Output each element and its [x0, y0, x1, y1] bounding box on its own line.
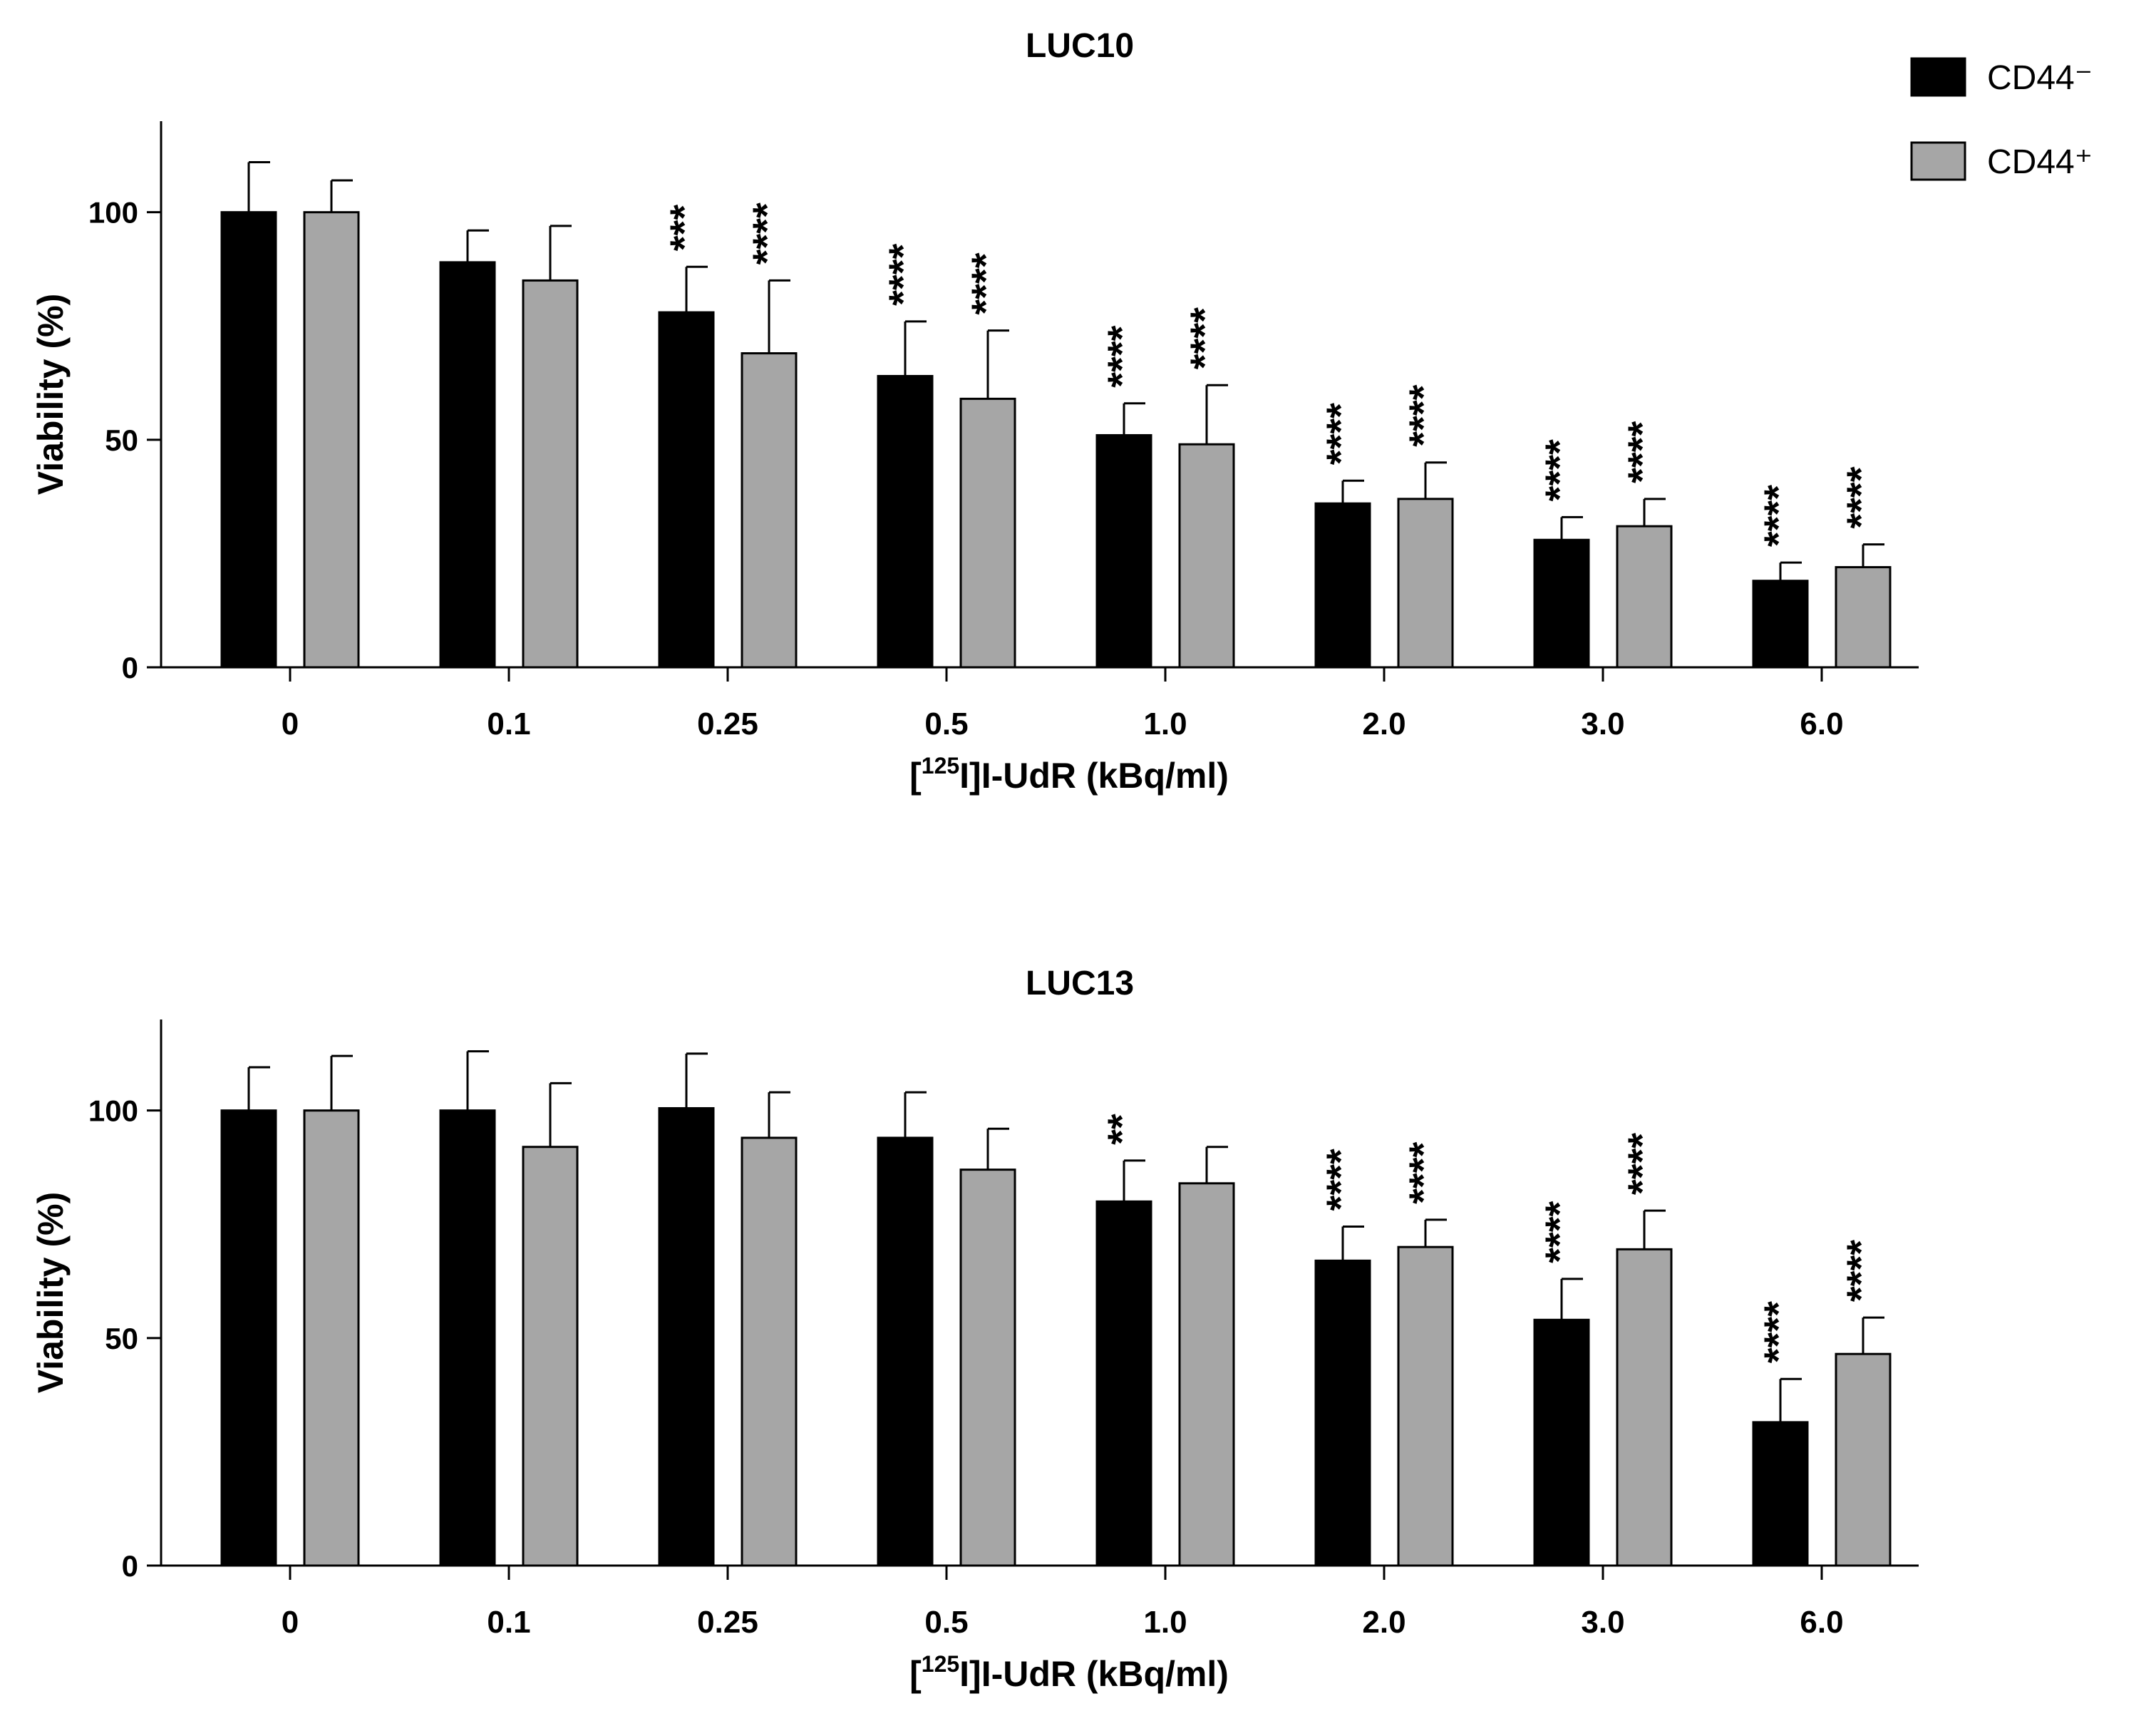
x-axis-title: [125I]I-UdR (kBq/ml): [909, 1651, 1229, 1694]
bar: [959, 1168, 1016, 1567]
bar: [220, 1109, 277, 1567]
legend-swatch: [1910, 141, 1966, 181]
x-tick-label: 0: [282, 707, 299, 741]
significance-label: **: [1099, 1114, 1144, 1145]
significance-label: ****: [1318, 1149, 1363, 1211]
x-tick-label: 2.0: [1362, 707, 1405, 741]
y-axis-title: Viability (%): [31, 294, 71, 495]
bar: [522, 1146, 579, 1567]
bar: [1314, 1259, 1371, 1567]
x-tick-label: 0.25: [697, 707, 758, 741]
bar: [658, 1106, 715, 1567]
bar: [959, 397, 1016, 669]
significance-label: ****: [1755, 1301, 1800, 1363]
significance-label: ****: [880, 243, 925, 305]
significance-label: ****: [1537, 439, 1582, 501]
x-axis-title-suffix: I]I-UdR (kBq/ml): [959, 1654, 1229, 1694]
bar: [1533, 1318, 1590, 1567]
x-axis-title-prefix: [: [909, 1654, 922, 1694]
x-tick-label: 0.1: [487, 1605, 530, 1640]
bar: [1835, 566, 1892, 669]
significance-label: ****: [1619, 421, 1664, 483]
bar: [1397, 1245, 1454, 1567]
bar: [658, 311, 715, 669]
bar: [220, 211, 277, 669]
x-tick-label: 0.1: [487, 707, 530, 741]
significance-label: ****: [1099, 325, 1144, 387]
chart-title: LUC10: [1026, 27, 1134, 65]
y-tick-label: 0: [122, 651, 138, 684]
x-tick-label: 6.0: [1800, 707, 1843, 741]
significance-label: ****: [963, 252, 1008, 314]
bar: [1095, 433, 1152, 669]
x-tick-label: 3.0: [1581, 1605, 1624, 1640]
significance-label: ****: [1401, 1141, 1445, 1203]
bar: [1178, 1182, 1235, 1567]
bar: [1835, 1352, 1892, 1567]
x-tick-label: 2.0: [1362, 1605, 1405, 1640]
legend-swatch: [1910, 57, 1966, 97]
bar: [1533, 538, 1590, 669]
x-axis-title-prefix: [: [909, 756, 922, 796]
y-tick-label: 100: [88, 196, 138, 230]
x-axis-title: [125I]I-UdR (kBq/ml): [909, 753, 1229, 796]
significance-label: ****: [1182, 307, 1227, 369]
y-axis-title: Viability (%): [31, 1192, 71, 1393]
significance-label: ****: [1838, 466, 1883, 528]
bar: [877, 374, 934, 669]
bar: [1178, 443, 1235, 669]
significance-label: ****: [744, 202, 789, 264]
x-tick-label: 1.0: [1143, 1605, 1187, 1640]
bar: [877, 1136, 934, 1567]
x-tick-label: 6.0: [1800, 1605, 1843, 1640]
bar: [303, 211, 360, 669]
legend-label: CD44⁺: [1987, 143, 2093, 181]
significance-label: ****: [1537, 1201, 1582, 1263]
y-tick-label: 50: [105, 423, 138, 457]
y-tick-label: 100: [88, 1094, 138, 1128]
y-tick-label: 50: [105, 1322, 138, 1355]
x-axis-title-superscript: 125: [922, 753, 959, 779]
bar: [303, 1109, 360, 1567]
significance-label: ****: [1318, 403, 1363, 465]
significance-label: ***: [661, 205, 706, 252]
bar: [741, 352, 798, 669]
bar: [522, 279, 579, 669]
bar: [1752, 580, 1809, 669]
chart-title: LUC13: [1026, 965, 1134, 1002]
x-tick-label: 0.25: [697, 1605, 758, 1640]
x-tick-label: 0: [282, 1605, 299, 1640]
x-tick-label: 1.0: [1143, 707, 1187, 741]
bar: [1397, 498, 1454, 669]
bar: [741, 1136, 798, 1567]
significance-label: ****: [1755, 485, 1800, 547]
significance-label: ****: [1401, 384, 1445, 446]
bar: [1752, 1421, 1809, 1567]
bar: [439, 1109, 496, 1567]
bar: [1095, 1200, 1152, 1567]
significance-label: ****: [1838, 1240, 1883, 1302]
x-axis-title-suffix: I]I-UdR (kBq/ml): [959, 756, 1229, 796]
bar: [1616, 525, 1673, 669]
x-tick-label: 0.5: [924, 1605, 968, 1640]
x-tick-label: 3.0: [1581, 707, 1624, 741]
bar: [1314, 502, 1371, 669]
legend-label: CD44⁻: [1987, 59, 2093, 97]
x-tick-label: 0.5: [924, 707, 968, 741]
bar: [439, 261, 496, 669]
y-tick-label: 0: [122, 1549, 138, 1583]
significance-label: ****: [1619, 1133, 1664, 1195]
x-axis-title-superscript: 125: [922, 1651, 959, 1677]
bar: [1616, 1248, 1673, 1567]
